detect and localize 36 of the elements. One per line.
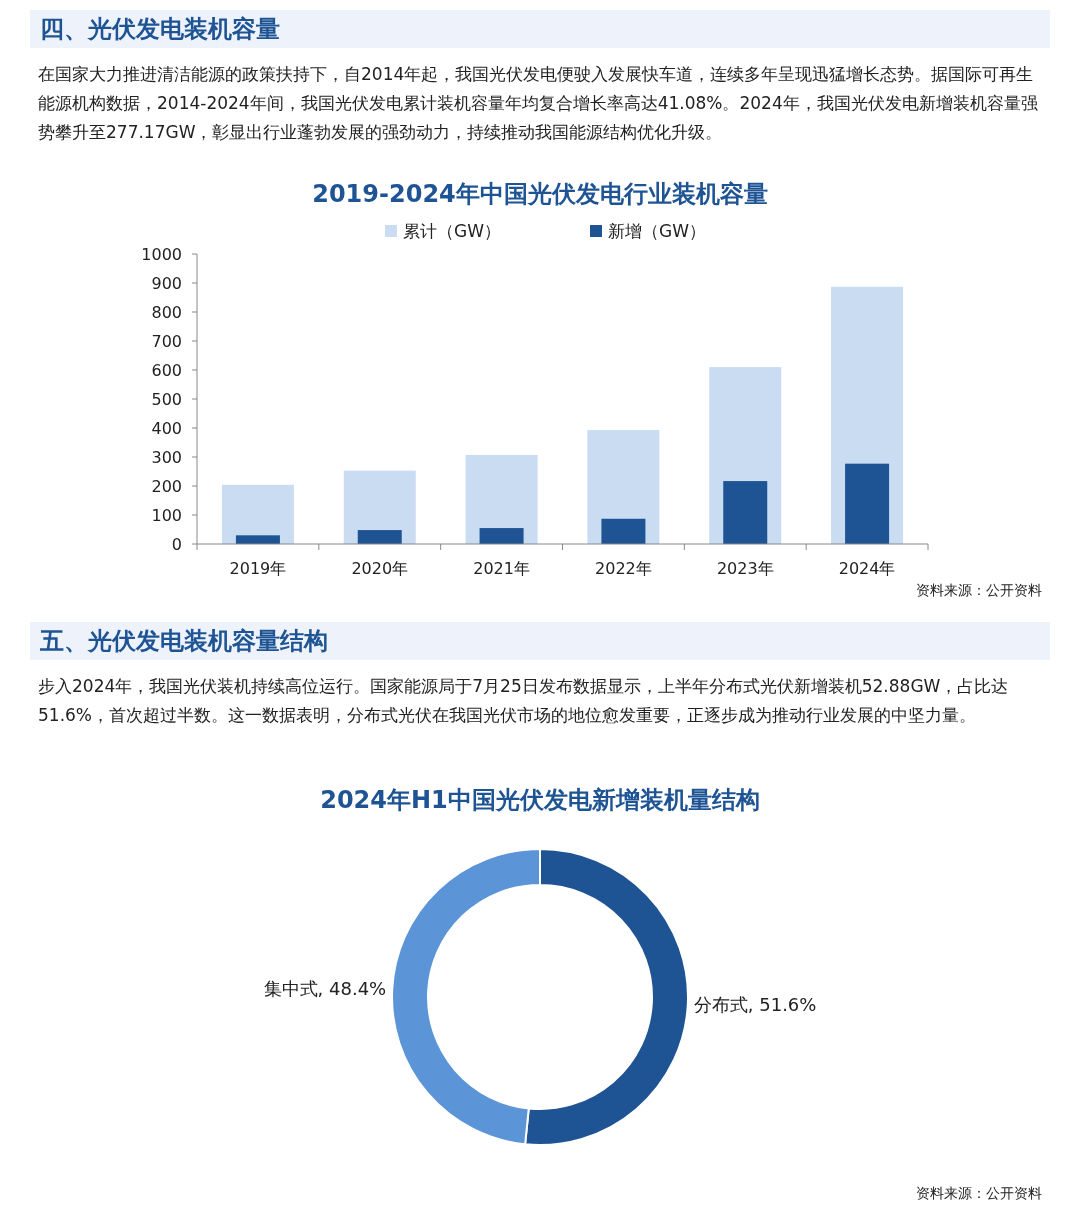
legend-label: 新增（GW） (608, 221, 706, 241)
y-tick-label: 400 (151, 419, 182, 438)
bar (221, 484, 294, 544)
text: 步入2024年，我国光伏装机持续高位运行。国家能源局于7月25日发布数据显示，上半年分布式光伏新增装机52.88GW，占比达51.6%，首次超过半数。这一数据表明，分布式光伏在我国光伏市场的地位愈发重要，正逐步成为推动行业发展的中坚力量。 (38, 675, 1010, 727)
bar (235, 535, 280, 544)
y-tick-label: 100 (151, 506, 182, 525)
y-tick-label: 700 (151, 332, 182, 351)
slice-label: 集中式, 48.4% (263, 978, 387, 1000)
y-tick-label: 300 (151, 448, 182, 467)
y-tick-label: 200 (151, 477, 182, 496)
legend-label: 累计（GW） (403, 221, 501, 241)
x-tick-label: 2019年 (229, 559, 287, 578)
y-tick-label: 500 (151, 390, 182, 409)
text: 五、光伏发电装机容量结构 (30, 622, 1050, 660)
y-tick-label: 1000 (141, 245, 182, 264)
slice-label: 分布式, 51.6% (693, 993, 817, 1015)
x-tick-label: 2023年 (716, 559, 774, 578)
text: 在国家大力推进清洁能源的政策扶持下，自2014年起，我国光伏发电便驶入发展快车道，连续多年呈现迅猛增长态势。据国际可再生能源机构数据，2014-2024年间，我国光伏发电累计装机容量年均复合增长率高达41.08%。2024年，我国光伏发电新增装机容量强势攀升至277.17GW，彰显出行业蓬勃发展的强劲动力，持续推动我国能源结构优化升级。 (38, 63, 1039, 144)
bar (601, 518, 646, 544)
x-tick-label: 2022年 (595, 559, 652, 578)
bar (479, 528, 524, 544)
text: 四、光伏发电装机容量 (30, 10, 1050, 48)
text: 资料来源：公开资料 (916, 582, 1042, 600)
bar (357, 530, 402, 544)
chart-title: 2024年H1中国光伏发电新增装机量结构 (319, 785, 761, 816)
chart-title: 2019-2024年中国光伏发电行业装机容量 (311, 179, 769, 210)
y-tick-label: 0 (171, 535, 182, 554)
y-tick-label: 900 (151, 274, 182, 293)
text: 资料来源：公开资料 (916, 1185, 1042, 1203)
y-tick-label: 800 (151, 303, 182, 322)
x-tick-label: 2020年 (351, 559, 409, 578)
y-tick-label: 600 (151, 361, 182, 380)
bar (723, 481, 768, 544)
bar (845, 463, 890, 544)
x-tick-label: 2021年 (473, 559, 530, 578)
x-tick-label: 2024年 (838, 559, 896, 578)
